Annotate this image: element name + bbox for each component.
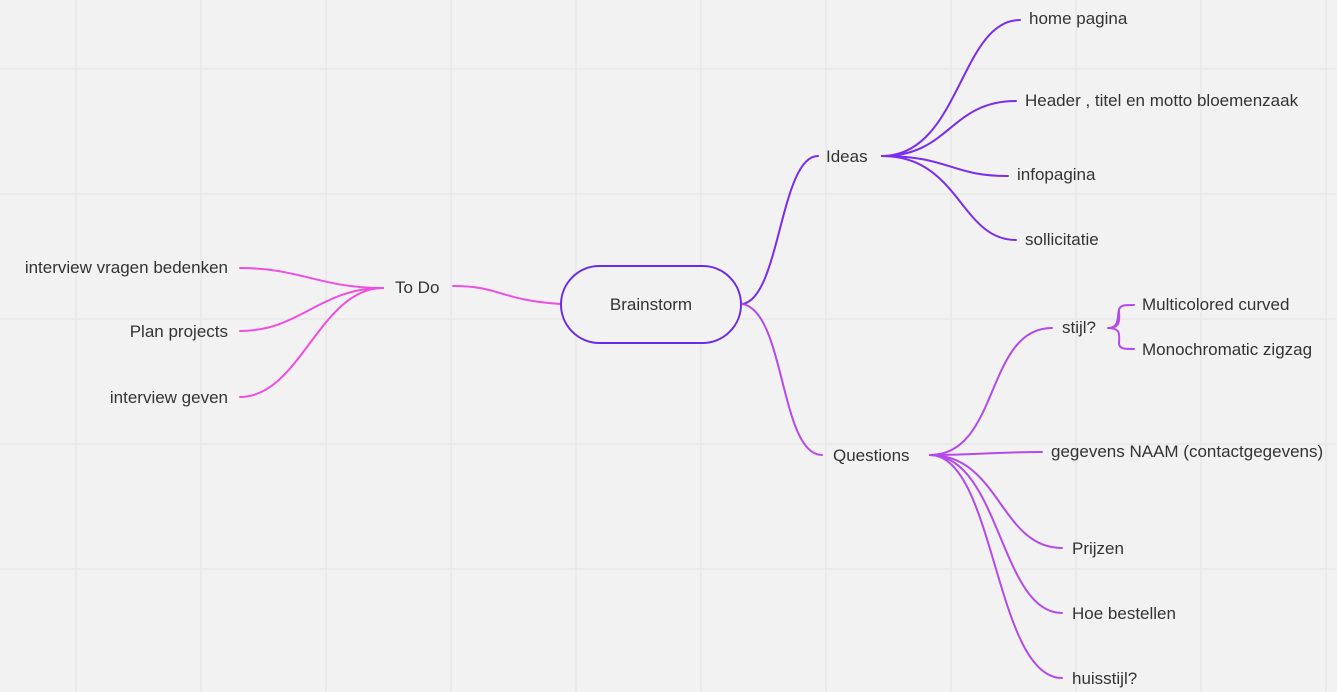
node-ideas[interactable]: Ideas bbox=[826, 147, 868, 166]
node-questions[interactable]: Questions bbox=[833, 446, 910, 465]
ideas-branch-edges bbox=[741, 19, 1021, 305]
node-huisstijl[interactable]: huisstijl? bbox=[1072, 669, 1138, 688]
node-monochromatic-zigzag[interactable]: Monochromatic zigzag bbox=[1142, 340, 1313, 359]
node-infopagina[interactable]: infopagina bbox=[1017, 165, 1096, 184]
node-gegevens-naam[interactable]: gegevens NAAM (contactgegevens) bbox=[1051, 442, 1324, 461]
edge-questions-prijzen bbox=[929, 454, 1063, 549]
node-hoe-bestellen[interactable]: Hoe bestellen bbox=[1072, 604, 1176, 623]
edge-todo-plan-projects bbox=[239, 287, 384, 332]
edge-questions-bestellen bbox=[929, 454, 1063, 614]
node-prijzen[interactable]: Prijzen bbox=[1072, 539, 1124, 558]
edge-questions-gegevens bbox=[929, 451, 1043, 456]
edge-central-todo bbox=[452, 285, 561, 305]
node-stijl[interactable]: stijl? bbox=[1062, 318, 1097, 337]
node-sollicitatie[interactable]: sollicitatie bbox=[1025, 230, 1099, 249]
central-node-label: Brainstorm bbox=[609, 294, 693, 314]
edge-ideas-sollicitatie bbox=[881, 155, 1017, 241]
edge-questions-huisstijl bbox=[929, 454, 1063, 679]
node-interview-vragen-bedenken[interactable]: interview vragen bedenken bbox=[24, 258, 228, 277]
node-home-pagina[interactable]: home pagina bbox=[1029, 9, 1128, 28]
edge-questions-stijl bbox=[929, 327, 1053, 456]
edge-ideas-header bbox=[881, 100, 1017, 157]
edge-central-ideas bbox=[741, 155, 819, 305]
node-interview-geven[interactable]: interview geven bbox=[109, 388, 228, 407]
node-plan-projects[interactable]: Plan projects bbox=[129, 322, 228, 341]
node-todo[interactable]: To Do bbox=[395, 278, 440, 297]
todo-branch-edges bbox=[239, 267, 561, 398]
edge-ideas-info bbox=[881, 155, 1009, 177]
edge-central-questions bbox=[741, 303, 823, 456]
central-node[interactable]: Brainstorm bbox=[560, 265, 742, 344]
edge-todo-interview-vragen bbox=[239, 267, 384, 289]
node-multicolored-curved[interactable]: Multicolored curved bbox=[1142, 295, 1290, 314]
edge-todo-interview-geven bbox=[239, 287, 384, 398]
questions-branch-edges bbox=[741, 303, 1135, 679]
stijl-brace bbox=[1107, 304, 1135, 350]
edge-ideas-home bbox=[881, 19, 1021, 157]
node-header-titel-motto[interactable]: Header , titel en motto bloemenzaak bbox=[1025, 91, 1299, 110]
